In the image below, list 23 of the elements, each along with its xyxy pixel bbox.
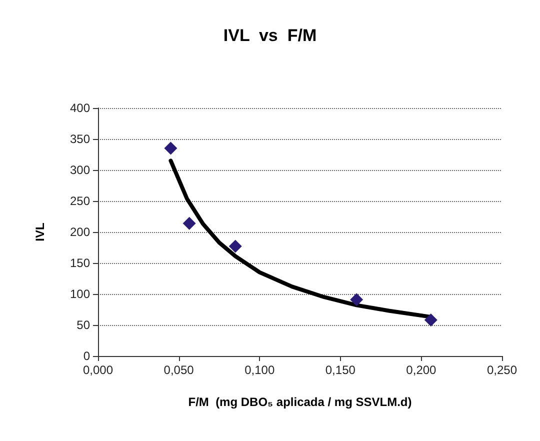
x-axis-title: F/M (mg DBO₅ aplicada / mg SSVLM.d) bbox=[188, 395, 412, 409]
x-tick-label: 0,150 bbox=[325, 363, 356, 377]
y-tick-label: 150 bbox=[70, 256, 90, 270]
y-tick-label: 200 bbox=[70, 225, 90, 239]
point bbox=[228, 240, 242, 253]
y-tick-label: 100 bbox=[70, 287, 90, 301]
point bbox=[350, 293, 364, 306]
y-tick-label: 250 bbox=[70, 194, 90, 208]
y-tick-label: 350 bbox=[70, 132, 90, 146]
x-tick-label: 0,250 bbox=[486, 363, 518, 377]
x-tick-label: 0,100 bbox=[244, 363, 275, 377]
y-tick-label: 50 bbox=[76, 318, 90, 332]
x-tick-label: 0,000 bbox=[82, 363, 114, 377]
chart-title: IVL vs F/M bbox=[223, 26, 317, 45]
x-tick-label: 0,050 bbox=[164, 363, 194, 377]
point bbox=[424, 314, 438, 327]
y-tick-label: 0 bbox=[83, 349, 90, 363]
y-tick-label: 300 bbox=[70, 163, 90, 177]
point bbox=[182, 216, 196, 230]
y-axis-title: IVL bbox=[33, 222, 47, 242]
point bbox=[164, 142, 178, 155]
y-tick-label: 400 bbox=[70, 101, 90, 115]
x-tick-label: 0,200 bbox=[406, 363, 437, 377]
